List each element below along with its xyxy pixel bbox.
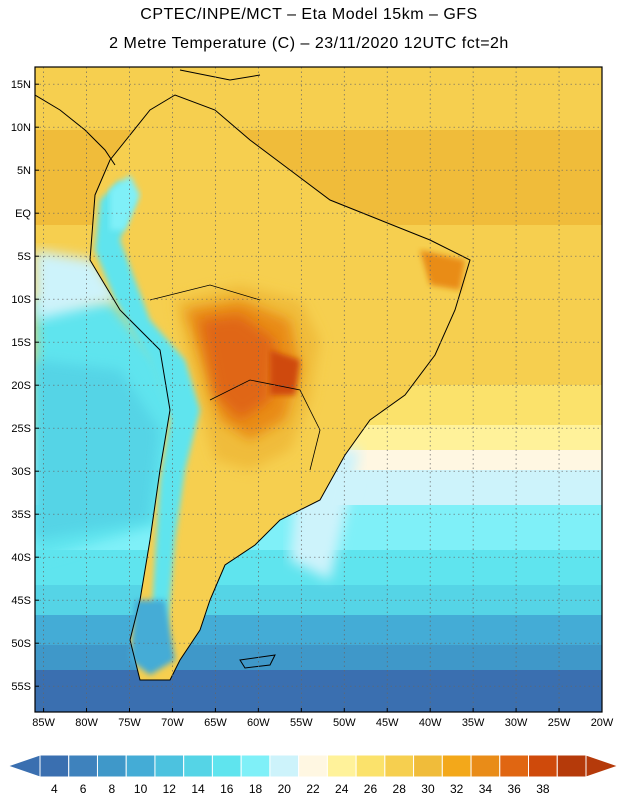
- colorbar-swatch: [154, 754, 185, 778]
- lon-label: 30W: [505, 717, 528, 729]
- colorbar-label: 18: [249, 782, 263, 796]
- lon-label: 80W: [75, 717, 98, 729]
- lon-label: 25W: [548, 717, 571, 729]
- colorbar-label: 38: [536, 782, 550, 796]
- lat-label: 5N: [17, 165, 31, 177]
- lat-label: 10S: [11, 294, 31, 306]
- lat-label: 40S: [11, 552, 31, 564]
- colorbar-swatch: [240, 754, 271, 778]
- colorbar-label: 22: [306, 782, 320, 796]
- lat-label: 35S: [11, 509, 31, 521]
- colorbar-swatch: [326, 754, 357, 778]
- longitude-labels: 85W 80W 75W 70W 65W 60W 55W 50W 45W 40W 35W 30W 25W 2…: [32, 717, 614, 729]
- lon-label: 45W: [376, 717, 399, 729]
- colorbar-swatch: [298, 754, 328, 778]
- colorbar-swatch: [39, 754, 70, 778]
- lon-label: 60W: [247, 717, 270, 729]
- map-frame: [34, 66, 603, 713]
- lon-label: 20W: [591, 717, 614, 729]
- lon-label: 50W: [333, 717, 356, 729]
- colorbar-label: 14: [191, 782, 205, 796]
- lon-label: 40W: [419, 717, 442, 729]
- latitude-labels: 15N 10N 5N EQ 5S 10S 15S 20S 25S 30S 35S 40S 45S 50S 5…: [11, 79, 32, 693]
- colorbar-swatch: [499, 754, 530, 778]
- colorbar-swatch: [470, 754, 501, 778]
- lat-label: 25S: [11, 423, 31, 435]
- colorbar-swatch: [211, 754, 242, 778]
- lat-lon-grid: [35, 67, 603, 712]
- colorbar-label: 24: [335, 782, 349, 796]
- colorbar-label: 10: [134, 782, 148, 796]
- colorbar-label: 16: [220, 782, 234, 796]
- colorbar: 4 6 8 10 12 14 16 18 20 22 24 26 28 30 32 34 36 38: [6, 754, 618, 796]
- lat-label: 5S: [18, 251, 31, 263]
- lat-label: 20S: [11, 380, 31, 392]
- colorbar-label: 32: [450, 782, 464, 796]
- colorbar-label: 12: [163, 782, 177, 796]
- lat-label: 15N: [11, 79, 31, 91]
- colorbar-label: 30: [421, 782, 435, 796]
- colorbar-label: 4: [51, 782, 58, 796]
- colorbar-swatch: [355, 754, 386, 778]
- colorbar-label: 28: [393, 782, 407, 796]
- chart-title-line-2: 2 Metre Temperature (C) – 23/11/2020 12U…: [109, 35, 509, 52]
- colorbar-label: 26: [364, 782, 378, 796]
- lat-label: 10N: [11, 122, 31, 134]
- lat-label: 55S: [11, 681, 31, 693]
- colorbar-swatch: [269, 754, 300, 778]
- colorbar-swatch: [68, 754, 98, 778]
- lon-label: 55W: [290, 717, 313, 729]
- lat-label: EQ: [15, 208, 31, 220]
- lat-label: 30S: [11, 466, 31, 478]
- colorbar-swatch: [441, 754, 472, 778]
- colorbar-swatch: [556, 754, 587, 778]
- lon-label: 65W: [204, 717, 227, 729]
- colorbar-label: 6: [80, 782, 87, 796]
- colorbar-swatch: [413, 754, 443, 778]
- chart-title-line-1: CPTEC/INPE/MCT – Eta Model 15km – GFS: [140, 6, 478, 23]
- lat-label: 15S: [11, 337, 31, 349]
- colorbar-swatch: [183, 754, 213, 778]
- colorbar-label: 36: [507, 782, 521, 796]
- temperature-field: [35, 67, 602, 712]
- colorbar-swatch: [384, 754, 415, 778]
- colorbar-label: 34: [479, 782, 493, 796]
- colorbar-swatch: [125, 754, 156, 778]
- colorbar-high-arrow: [585, 754, 618, 778]
- coastline: [35, 69, 471, 681]
- lat-label: 45S: [11, 595, 31, 607]
- lat-label: 50S: [11, 638, 31, 650]
- colorbar-swatch: [96, 754, 127, 778]
- lon-label: 35W: [462, 717, 485, 729]
- lon-label: 70W: [161, 717, 184, 729]
- colorbar-low-arrow: [6, 754, 41, 778]
- lon-label: 75W: [118, 717, 141, 729]
- colorbar-label: 8: [108, 782, 115, 796]
- colorbar-swatch: [528, 754, 558, 778]
- colorbar-label: 20: [278, 782, 292, 796]
- lon-label: 85W: [32, 717, 55, 729]
